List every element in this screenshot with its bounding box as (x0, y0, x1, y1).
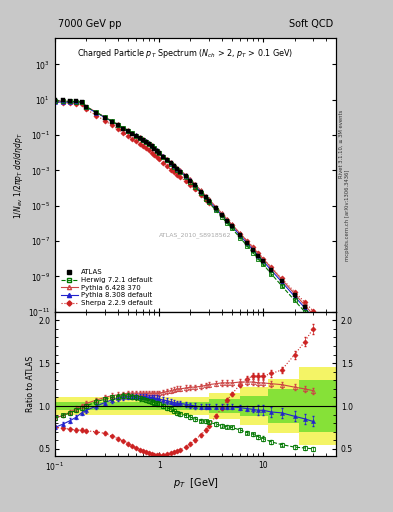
X-axis label: $p_T$  [GeV]: $p_T$ [GeV] (173, 476, 219, 489)
Text: Rivet 3.1.10, ≥ 3M events: Rivet 3.1.10, ≥ 3M events (339, 109, 344, 178)
Text: Charged Particle $p_T$ Spectrum ($N_{ch}$ > 2, $p_T$ > 0.1 GeV): Charged Particle $p_T$ Spectrum ($N_{ch}… (77, 47, 294, 59)
Text: 7000 GeV pp: 7000 GeV pp (58, 19, 121, 29)
Y-axis label: $1/N_{ev}$ $1/2\pi p_T$ $d\sigma/d\eta dp_T$: $1/N_{ev}$ $1/2\pi p_T$ $d\sigma/d\eta d… (12, 132, 25, 219)
Legend: ATLAS, Herwig 7.2.1 default, Pythia 6.428 370, Pythia 8.308 default, Sherpa 2.2.: ATLAS, Herwig 7.2.1 default, Pythia 6.42… (59, 267, 154, 308)
Y-axis label: Ratio to ATLAS: Ratio to ATLAS (26, 356, 35, 412)
Text: mcplots.cern.ch [arXiv:1306.3436]: mcplots.cern.ch [arXiv:1306.3436] (345, 169, 350, 261)
Text: ATLAS_2010_S8918562: ATLAS_2010_S8918562 (159, 232, 232, 238)
Text: Soft QCD: Soft QCD (289, 19, 333, 29)
